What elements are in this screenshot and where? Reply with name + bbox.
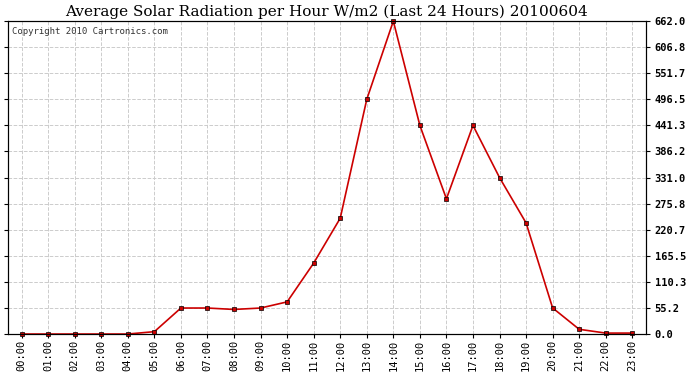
Text: Copyright 2010 Cartronics.com: Copyright 2010 Cartronics.com [12,27,168,36]
Title: Average Solar Radiation per Hour W/m2 (Last 24 Hours) 20100604: Average Solar Radiation per Hour W/m2 (L… [66,4,589,18]
